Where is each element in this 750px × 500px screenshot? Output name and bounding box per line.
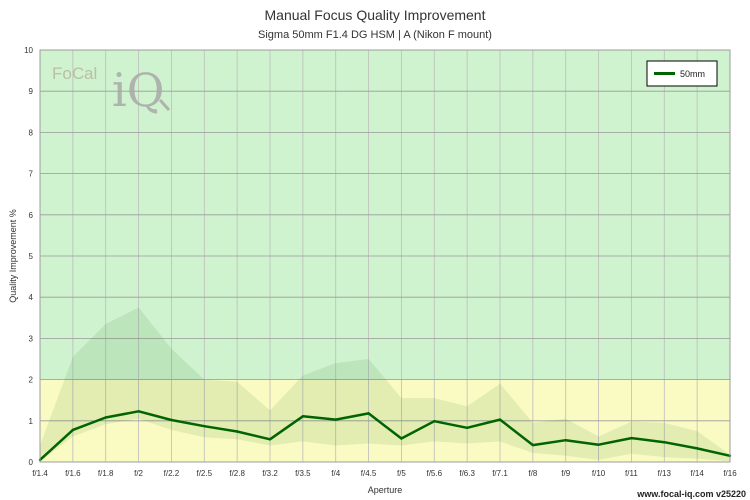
data-point-11	[400, 437, 403, 440]
data-point-4	[170, 418, 173, 422]
x-tick-label: f/14	[690, 469, 704, 478]
data-point-9	[334, 418, 337, 421]
data-point-6	[235, 430, 239, 433]
x-tick-label: f/5	[397, 469, 406, 478]
x-tick-label: f/3.5	[295, 469, 311, 478]
data-point-13	[465, 426, 469, 430]
legend-label-50mm: 50mm	[680, 69, 705, 79]
data-point-3	[137, 410, 140, 413]
x-tick-labels: f/1.4 f/1.6 f/1.8 f/2 f/2.2 f/2.5 f/2.8 f/3.2 f/…	[32, 469, 737, 478]
data-point-17	[597, 443, 600, 446]
x-tick-label: f/2.8	[229, 469, 245, 478]
x-tick-label: f/16	[723, 469, 737, 478]
x-axis-label: Aperture	[368, 485, 403, 495]
y-tick-labels: 0 1 2 3 4 5 6 7 8 9 10	[24, 46, 33, 467]
y-tick-label: 8	[29, 128, 34, 137]
y-tick-label: 1	[29, 417, 34, 426]
logo-text-left: Fo	[52, 64, 72, 83]
credit-text: www.focal-iq.com v25220	[636, 489, 746, 499]
x-tick-label: f/3.2	[262, 469, 278, 478]
series-lines	[38, 410, 732, 462]
x-tick-label: f/11	[625, 469, 638, 478]
x-tick-label: f/10	[592, 469, 606, 478]
data-point-18	[630, 436, 633, 440]
x-tick-label: f/13	[658, 469, 672, 478]
data-point-16	[564, 438, 567, 442]
data-point-1	[71, 428, 75, 432]
logo-text-right: al	[84, 64, 97, 83]
series-range-area-0	[40, 307, 730, 462]
logo-text-mid: C	[72, 64, 84, 83]
data-point-20	[695, 447, 699, 450]
x-tick-label: f/2.5	[196, 469, 212, 478]
chart-subtitle: Sigma 50mm F1.4 DG HSM | A (Nikon F moun…	[258, 29, 492, 41]
x-tick-label: f/5.6	[426, 469, 442, 478]
logo-magnifier-handle	[158, 98, 171, 112]
x-tick-label: f/1.6	[65, 469, 81, 478]
data-point-14	[498, 418, 502, 421]
y-tick-label: 5	[29, 252, 34, 261]
x-tick-label: f/2	[134, 469, 143, 478]
y-tick-label: 3	[29, 334, 34, 343]
y-tick-label: 0	[29, 458, 34, 467]
x-tick-label: f/9	[561, 469, 570, 478]
y-tick-label: 9	[29, 87, 34, 96]
x-tick-label: f/4	[331, 469, 340, 478]
y-tick-label: 2	[29, 376, 34, 385]
data-point-7	[268, 438, 272, 441]
logo-iq-mark: iQ	[112, 63, 164, 117]
x-tick-label: f/1.4	[32, 469, 48, 478]
x-tick-label: f/7.1	[492, 469, 508, 478]
series-range	[40, 307, 730, 462]
y-tick-label: 4	[29, 293, 34, 302]
legend-box	[646, 60, 718, 87]
series-line-50mm	[39, 410, 731, 461]
y-tick-label: 7	[29, 170, 34, 179]
x-tick-label: f/6.3	[459, 469, 475, 478]
data-point-19	[663, 441, 666, 444]
y-tick-label: 10	[24, 46, 33, 55]
x-tick-label: f/2.2	[164, 469, 180, 478]
data-point-2	[104, 416, 107, 419]
focal-iq-logo: Fo C al iQ	[52, 63, 171, 117]
y-tick-label: 6	[29, 211, 34, 220]
legend[interactable]: 50mm	[646, 60, 718, 87]
data-point-5	[203, 424, 206, 428]
x-tick-label: f/4.5	[361, 469, 377, 478]
data-point-15	[531, 443, 535, 447]
data-point-12	[433, 420, 436, 423]
data-point-8	[301, 415, 305, 418]
chart-title: Manual Focus Quality Improvement	[265, 7, 486, 23]
data-point-10	[367, 412, 370, 415]
y-axis-label: Quality Improvement %	[8, 209, 18, 303]
plot-frame	[39, 49, 731, 463]
x-tick-label: f/1.8	[98, 469, 114, 478]
x-tick-label: f/8	[528, 469, 537, 478]
